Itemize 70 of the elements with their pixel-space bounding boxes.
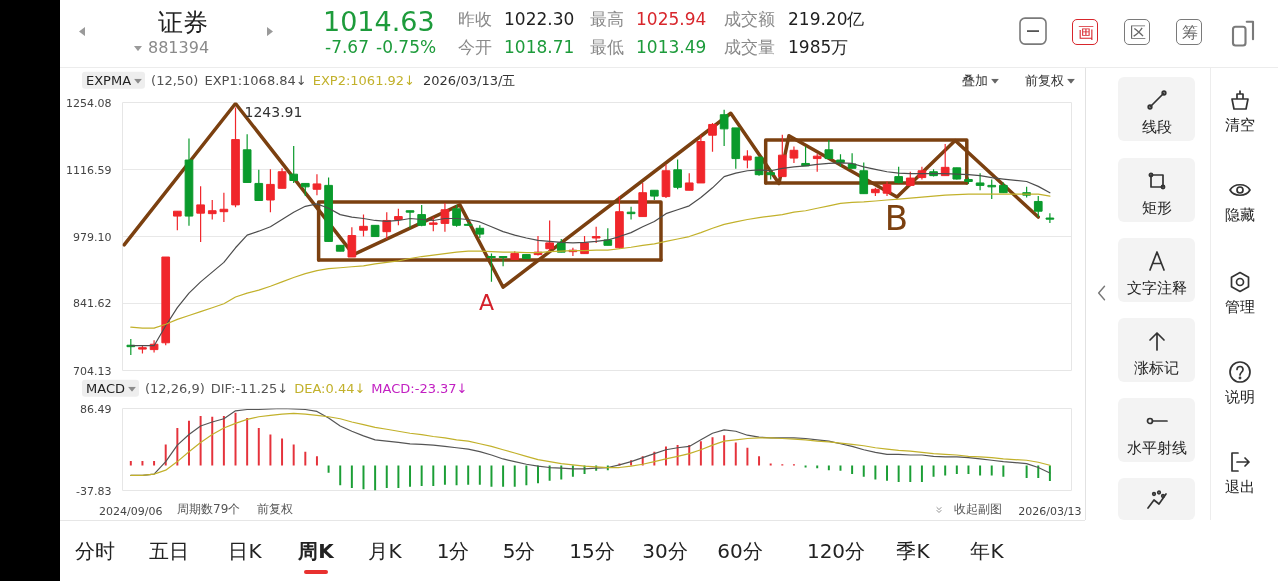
- text: 五日: [149, 538, 189, 563]
- text: 涨标记: [1134, 359, 1179, 378]
- text: 最高: [590, 9, 624, 30]
- x-tick-label: 2026/03/13: [1018, 504, 1082, 518]
- annotation: A: [478, 290, 495, 315]
- y-tick-label: 1116.59: [66, 163, 112, 177]
- y-tick-label: -37.83: [76, 484, 112, 498]
- text: 1018.71: [504, 37, 575, 58]
- text: 清空: [1225, 116, 1255, 135]
- text: 矩形: [1141, 199, 1172, 218]
- text: 881394: [148, 37, 210, 58]
- text: -0.75%: [376, 37, 437, 58]
- annotation: B: [884, 197, 909, 238]
- text: 水平射线: [1126, 439, 1187, 458]
- chart-subtitle: (12,50): [151, 72, 199, 88]
- text: 叠加: [962, 72, 989, 88]
- chart-title: MACD: [82, 379, 139, 397]
- text: 文字注释: [1126, 279, 1187, 298]
- text: 成交量: [724, 37, 775, 58]
- text: 收起副图: [954, 502, 1002, 517]
- y-tick-label: 1254.08: [66, 96, 112, 110]
- text: 分时: [75, 538, 115, 563]
- text: 最低: [590, 37, 624, 58]
- text: 隐藏: [1225, 206, 1255, 225]
- text: 昨收: [458, 9, 492, 30]
- text: 日K: [228, 538, 262, 563]
- series-label: DIF:-11.25↓: [210, 380, 289, 396]
- text: 季K: [896, 538, 930, 563]
- series-label: DEA:0.44↓: [294, 380, 366, 396]
- text: 年K: [970, 538, 1004, 563]
- x-tick-label: 2024/09/06: [99, 504, 163, 518]
- text: 线段: [1141, 118, 1172, 137]
- text: 1014.63: [323, 6, 435, 38]
- text: 证券: [158, 7, 208, 38]
- text: 成交额: [724, 9, 775, 30]
- text: MACD:-23.37↓: [371, 380, 468, 396]
- text: 1985万: [788, 37, 849, 58]
- y-tick-label: 704.13: [73, 364, 112, 378]
- text: 月K: [368, 538, 402, 563]
- text: 1分: [436, 538, 470, 563]
- text: 120分: [806, 538, 866, 563]
- text: 周K: [298, 538, 334, 563]
- text: EXP2:1061.92↓: [312, 72, 415, 88]
- text: 1013.49: [636, 37, 707, 58]
- text: 画: [1078, 22, 1094, 43]
- text: 1022.30: [504, 9, 575, 30]
- text: 区: [1130, 22, 1146, 43]
- y-tick-label: 841.62: [73, 297, 112, 311]
- text: 30分: [642, 538, 688, 563]
- text: 1025.94: [636, 9, 707, 30]
- text: 15分: [569, 538, 615, 563]
- text: 前复权: [257, 502, 293, 517]
- text: 说明: [1225, 388, 1255, 407]
- chart-title: EXPMA: [82, 71, 146, 89]
- text: 退出: [1225, 478, 1255, 497]
- y-tick-label: 979.10: [73, 230, 112, 244]
- text: 周期数79个: [177, 502, 241, 517]
- text: 219.20亿: [788, 9, 865, 30]
- text: 管理: [1225, 298, 1255, 317]
- text: 今开: [458, 37, 492, 58]
- text: EXP1:1068.84↓: [204, 72, 307, 88]
- text: 5分: [502, 538, 536, 563]
- text: 筹: [1182, 22, 1198, 43]
- annotation: 1243.91: [244, 104, 303, 121]
- text: 60分: [717, 538, 763, 563]
- text: -7.67: [325, 37, 369, 58]
- y-tick-label: 86.49: [80, 402, 112, 416]
- text: 2026/03/13/五: [423, 72, 516, 89]
- chart-subtitle: (12,26,9): [144, 380, 205, 396]
- text: 前复权: [1025, 72, 1065, 88]
